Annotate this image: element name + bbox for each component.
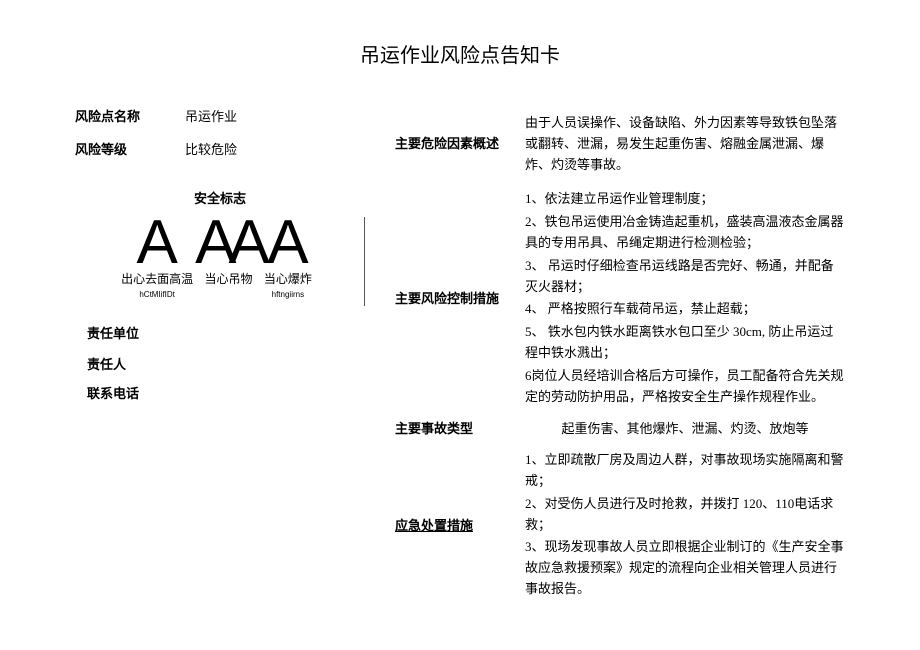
measure-item: 6岗位人员经培训合格后方可操作，员工配备符合先关规定的劳动防护用品，严格按安全生… (525, 366, 845, 408)
hazard-overview-row: 主要危险因素概述 由于人员误操作、设备缺陷、外力因素等导致铁包坠落或翻转、泄漏，… (395, 113, 845, 175)
risk-level-row: 风险等级 比较危险 (75, 140, 365, 161)
risk-name-value: 吊运作业 (185, 107, 237, 128)
emergency-body: 1、立即疏散厂房及周边人群，对事故现场实施隔离和警戒； 2、对受伤人员进行及时抢… (525, 450, 845, 602)
measure-item: 4、 严格按照行车载荷吊运，禁止超载； (525, 299, 845, 320)
sign-glyph: A (267, 217, 308, 270)
accident-types-text: 起重伤害、其他爆炸、泄漏、灼烫、放炮等 (525, 419, 845, 440)
sign-en-3: hftngiirns (272, 289, 304, 302)
control-measures-label: 主要风险控制措施 (395, 189, 525, 409)
emergency-item: 2、对受伤人员进行及时抢救，并拨打 120、110电话求救； (525, 494, 845, 536)
contact-label: 联系电话 (87, 384, 365, 405)
risk-level-label: 风险等级 (75, 140, 185, 161)
safety-signs-row: A 出心去面高温 hCtMIifIDt AA 当心吊物 A 当心爆炸 hftng… (75, 217, 365, 306)
sign-explosion: A 当心爆炸 hftngiirns (264, 217, 312, 302)
content: 风险点名称 吊运作业 风险等级 比较危险 安全标志 A 出心去面高温 hCtMI… (75, 107, 845, 612)
measure-item: 2、铁包吊运使用冶金铸造起重机，盛装高温液态金属器具的专用吊具、吊绳定期进行检测… (525, 212, 845, 254)
responsible-person-label: 责任人 (87, 355, 365, 376)
measure-item: 1、依法建立吊运作业管理制度； (525, 189, 845, 210)
sign-cn-2: 当心吊物 (204, 270, 252, 289)
sign-lifting: AA 当心吊物 (195, 217, 262, 302)
control-measures-row: 主要风险控制措施 1、依法建立吊运作业管理制度； 2、铁包吊运使用冶金铸造起重机… (395, 189, 845, 409)
sign-high-temp: A 出心去面高温 hCtMIifIDt (121, 217, 193, 302)
risk-level-value: 比较危险 (185, 140, 237, 161)
sign-glyph: A (136, 217, 177, 270)
risk-name-label: 风险点名称 (75, 107, 185, 128)
risk-name-row: 风险点名称 吊运作业 (75, 107, 365, 128)
sign-en-1: hCtMIifIDt (139, 289, 175, 302)
responsible-unit-block: 责任单位 (75, 324, 365, 345)
hazard-overview-label: 主要危险因素概述 (395, 134, 525, 155)
accident-types-label: 主要事故类型 (395, 419, 525, 440)
emergency-item: 3、现场发现事故人员立即根据企业制订的《生产安全事故应急救援预案》规定的流程向企… (525, 537, 845, 599)
sign-cn-1: 出心去面高温 (121, 270, 193, 289)
emergency-row: 应急处置措施 1、立即疏散厂房及周边人群，对事故现场实施隔离和警戒； 2、对受伤… (395, 450, 845, 602)
safety-signs-label: 安全标志 (75, 189, 365, 210)
right-column: 主要危险因素概述 由于人员误操作、设备缺陷、外力因素等导致铁包坠落或翻转、泄漏，… (395, 107, 845, 612)
page-title: 吊运作业风险点告知卡 (75, 40, 845, 72)
contact-block: 联系电话 (75, 384, 365, 405)
sign-glyph: AA (195, 217, 262, 270)
emergency-label: 应急处置措施 (395, 450, 525, 602)
safety-signs-section: 安全标志 A 出心去面高温 hCtMIifIDt AA 当心吊物 A 当心爆 (75, 189, 365, 306)
measure-item: 3、 吊运时仔细检查吊运线路是否完好、畅通，并配备灭火器材； (525, 256, 845, 298)
sign-en-blank (227, 289, 229, 302)
measure-item: 5、 铁水包内铁水距离铁水包口至少 30cm, 防止吊运过程中铁水溅出； (525, 322, 845, 364)
hazard-overview-text: 由于人员误操作、设备缺陷、外力因素等导致铁包坠落或翻转、泄漏，易发生起重伤害、熔… (525, 113, 845, 175)
page: 吊运作业风险点告知卡 风险点名称 吊运作业 风险等级 比较危险 安全标志 A 出… (0, 0, 920, 632)
emergency-item: 1、立即疏散厂房及周边人群，对事故现场实施隔离和警戒； (525, 450, 845, 492)
sign-cn-3: 当心爆炸 (264, 270, 312, 289)
accident-types-row: 主要事故类型 起重伤害、其他爆炸、泄漏、灼烫、放炮等 (395, 419, 845, 440)
responsible-person-block: 责任人 (75, 355, 365, 376)
control-measures-body: 1、依法建立吊运作业管理制度； 2、铁包吊运使用冶金铸造起重机，盛装高温液态金属… (525, 189, 845, 409)
responsible-unit-label: 责任单位 (87, 324, 365, 345)
left-column: 风险点名称 吊运作业 风险等级 比较危险 安全标志 A 出心去面高温 hCtMI… (75, 107, 365, 612)
